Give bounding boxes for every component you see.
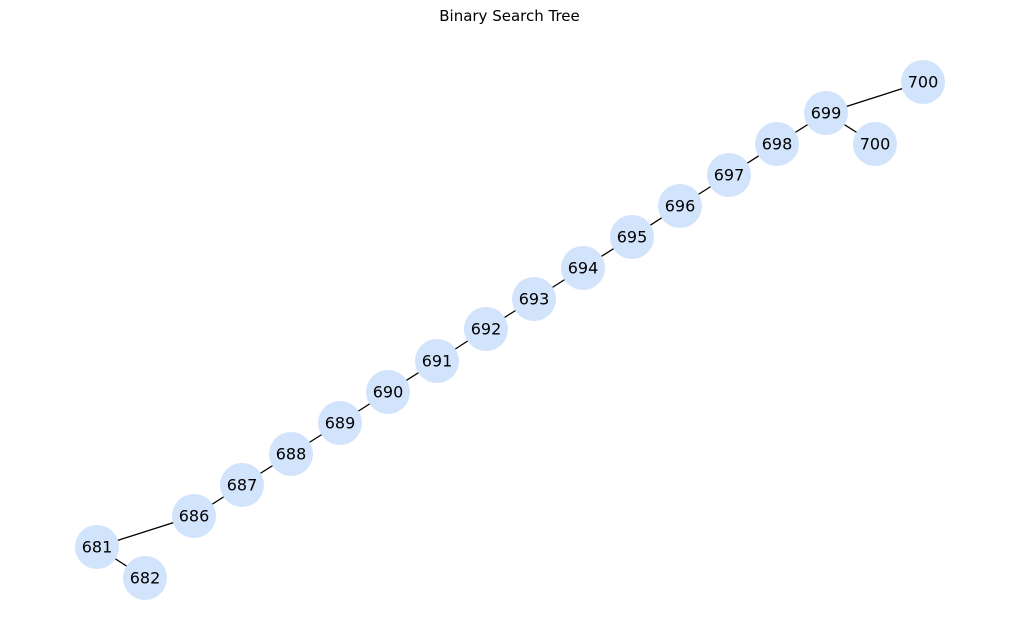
node-circle: [901, 60, 945, 104]
tree-node: 699: [804, 91, 848, 135]
node-circle: [804, 91, 848, 135]
tree-node: 686: [172, 494, 216, 538]
tree-node: 687: [220, 463, 264, 507]
node-circle: [318, 401, 362, 445]
tree-node: 700: [853, 122, 897, 166]
tree-node: 690: [366, 370, 410, 414]
node-label: 698: [762, 135, 793, 154]
node-circle: [561, 246, 605, 290]
tree-node: 689: [318, 401, 362, 445]
node-circle: [269, 432, 313, 476]
node-label: 686: [179, 507, 210, 526]
node-circle: [415, 339, 459, 383]
node-label: 696: [665, 197, 696, 216]
node-label: 695: [617, 228, 648, 247]
tree-node: 693: [512, 277, 556, 321]
node-label: 693: [519, 290, 550, 309]
node-circle: [755, 122, 799, 166]
node-label: 697: [714, 166, 745, 185]
node-label: 700: [908, 73, 939, 92]
node-label: 691: [422, 352, 453, 371]
tree-node: 695: [610, 215, 654, 259]
tree-node: 682: [123, 556, 167, 600]
tree-node: 692: [464, 307, 508, 351]
edges-layer: [96, 81, 924, 579]
node-label: 690: [373, 383, 404, 402]
node-label: 687: [227, 476, 258, 495]
node-circle: [610, 215, 654, 259]
tree-node: 698: [755, 122, 799, 166]
node-circle: [220, 463, 264, 507]
tree-node: 696: [658, 184, 702, 228]
tree-node: 697: [707, 153, 751, 197]
node-circle: [464, 307, 508, 351]
node-label: 682: [130, 569, 161, 588]
page-title: Binary Search Tree: [439, 7, 580, 25]
nodes-layer: 700 699 698 700 697 696 695 694 693 692 691 690 689 6…: [75, 60, 945, 600]
node-label: 692: [471, 320, 502, 339]
node-circle: [853, 122, 897, 166]
node-label: 699: [811, 104, 842, 123]
node-circle: [512, 277, 556, 321]
node-label: 689: [325, 414, 356, 433]
node-circle: [172, 494, 216, 538]
node-label: 681: [82, 538, 113, 557]
node-circle: [123, 556, 167, 600]
node-label: 700: [860, 135, 891, 154]
node-circle: [75, 525, 119, 569]
node-circle: [707, 153, 751, 197]
node-circle: [366, 370, 410, 414]
tree-node: 688: [269, 432, 313, 476]
node-label: 688: [276, 445, 307, 464]
tree-node: 681: [75, 525, 119, 569]
node-label: 694: [568, 259, 599, 278]
tree-node: 700: [901, 60, 945, 104]
node-circle: [658, 184, 702, 228]
tree-node: 694: [561, 246, 605, 290]
tree-node: 691: [415, 339, 459, 383]
